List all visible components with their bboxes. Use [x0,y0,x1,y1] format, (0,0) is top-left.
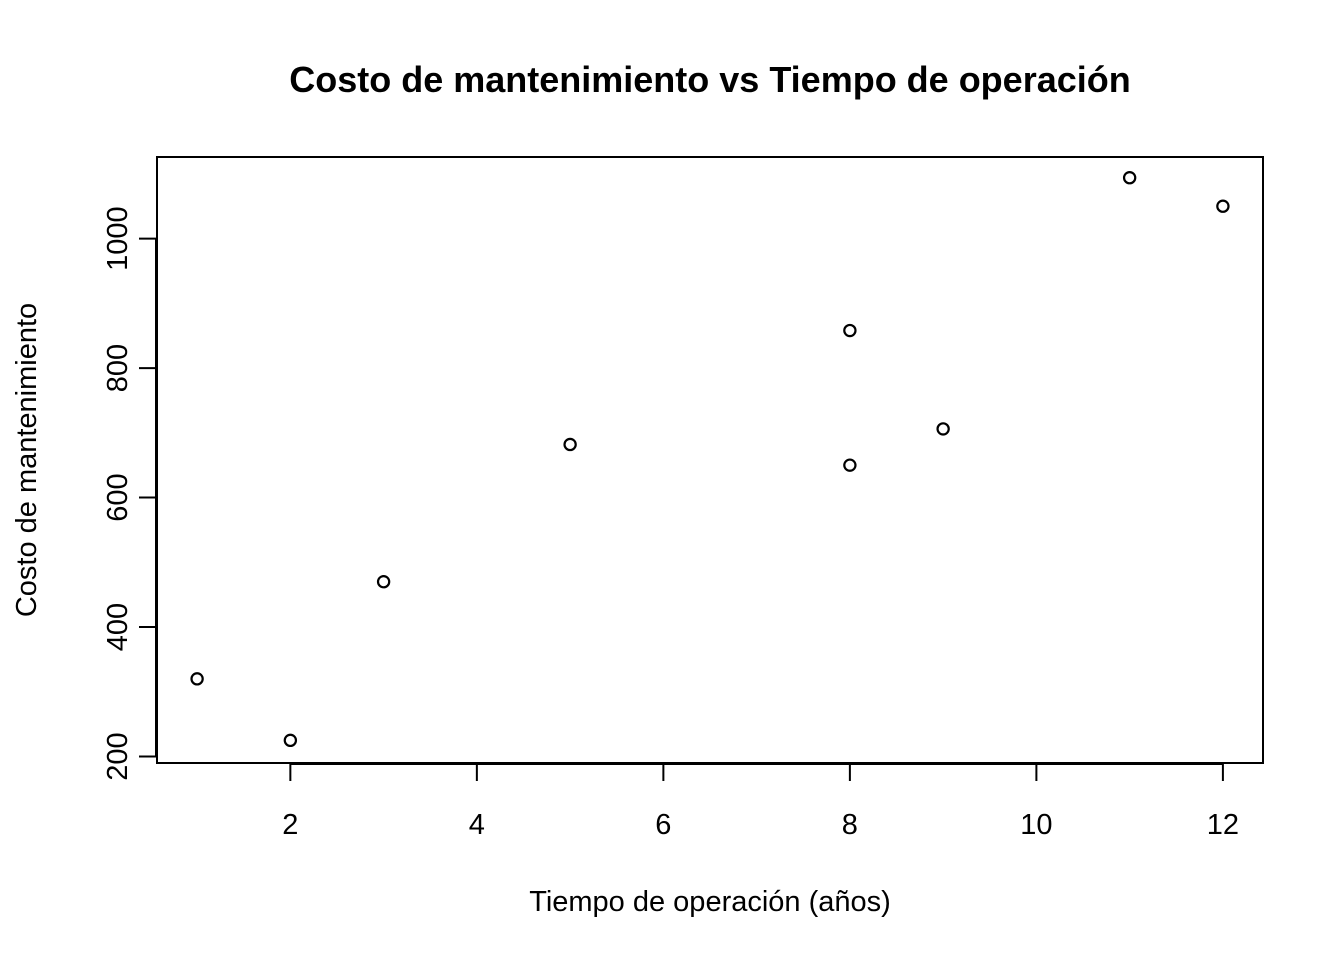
data-point [283,733,298,748]
data-point [190,672,204,686]
x-axis-label: Tiempo de operación (años) [529,886,891,918]
data-point [1122,171,1137,185]
y-axis-label: Costo de mantenimiento [11,303,43,617]
y-axis: 200 400 600 800 1000 [102,206,157,781]
data-point [1216,199,1230,213]
data-point [376,575,391,589]
x-axis: 2 4 6 8 10 12 [282,763,1239,841]
chart-title: Costo de mantenimiento vs Tiempo de oper… [289,59,1130,100]
data-point [936,422,950,436]
x-tick-label: 10 [1020,809,1052,841]
y-tick-label: 1000 [102,206,134,271]
x-tick-label: 2 [282,809,298,841]
y-tick-label: 200 [102,732,134,780]
data-point [843,458,857,472]
x-tick-label: 6 [655,809,671,841]
y-tick-label: 800 [102,344,134,392]
plot-area-frame [156,156,1264,764]
data-point [843,323,857,338]
y-tick-label: 400 [102,603,134,651]
data-points [190,171,1230,748]
x-tick-label: 4 [469,809,485,841]
data-point [563,437,577,452]
y-tick-label: 600 [102,473,134,521]
x-tick-label: 8 [842,809,858,841]
x-tick-label: 12 [1207,809,1239,841]
